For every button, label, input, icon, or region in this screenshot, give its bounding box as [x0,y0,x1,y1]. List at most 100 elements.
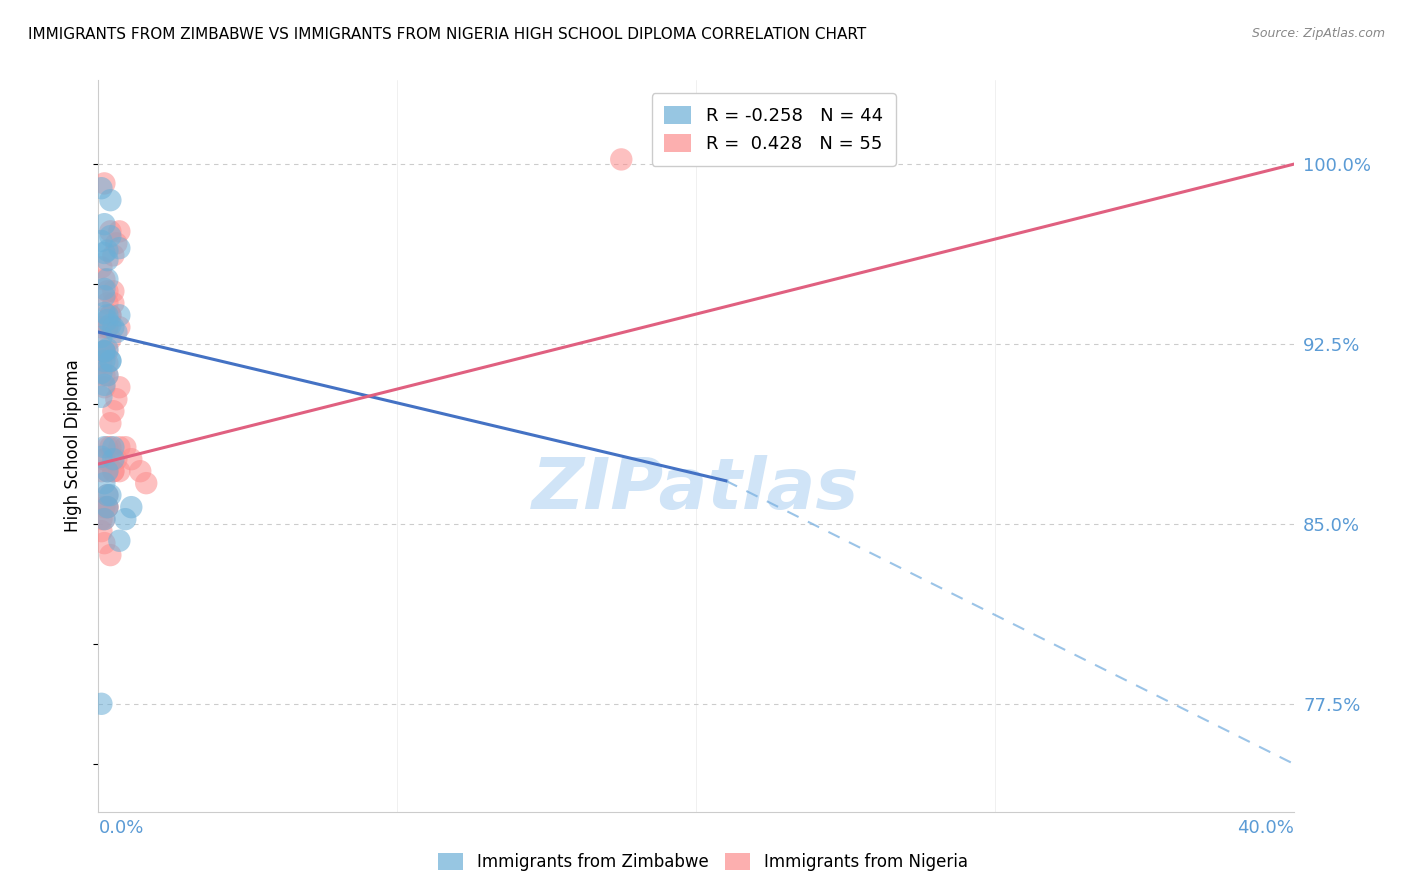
Point [129,464,152,478]
Point [96,342,118,356]
Point [90,260,112,275]
Point [98,224,122,238]
Point [93,344,115,359]
Point [93,368,115,383]
Point [98,440,122,454]
Legend: R = -0.258   N = 44, R =  0.428   N = 55: R = -0.258 N = 44, R = 0.428 N = 55 [652,93,896,166]
Point [93,377,115,392]
Point [103,452,125,467]
Point [90,234,112,248]
Point [96,253,118,268]
Point [96,440,118,454]
Point [93,452,115,467]
Point [103,296,125,310]
Point [96,368,118,383]
Point [103,320,125,334]
Point [93,452,115,467]
Point [105,325,128,339]
Point [96,488,118,502]
Point [108,464,131,478]
Text: Source: ZipAtlas.com: Source: ZipAtlas.com [1251,27,1385,40]
Point [108,224,131,238]
Point [93,217,115,231]
Point [103,248,125,262]
Point [96,356,118,370]
Point [96,500,118,515]
Point [103,464,125,478]
Point [93,344,115,359]
Point [96,320,118,334]
Point [93,282,115,296]
Point [108,241,131,255]
Point [90,524,112,538]
Point [98,488,122,502]
Point [96,500,118,515]
Point [120,500,142,515]
Point [105,452,128,467]
Point [98,318,122,332]
Text: IMMIGRANTS FROM ZIMBABWE VS IMMIGRANTS FROM NIGERIA HIGH SCHOOL DIPLOMA CORRELAT: IMMIGRANTS FROM ZIMBABWE VS IMMIGRANTS F… [28,27,866,42]
Point [93,500,115,515]
Point [96,344,118,359]
Point [98,354,122,368]
Point [96,368,118,383]
Point [90,464,112,478]
Point [98,308,122,322]
Point [90,330,112,344]
Point [98,308,122,322]
Text: 40.0%: 40.0% [1237,819,1294,837]
Point [120,452,142,467]
Point [103,464,125,478]
Point [93,440,115,454]
Point [93,476,115,491]
Legend: Immigrants from Zimbabwe, Immigrants from Nigeria: Immigrants from Zimbabwe, Immigrants fro… [430,845,976,880]
Point [96,244,118,258]
Point [103,404,125,418]
Point [98,193,122,207]
Point [610,153,633,167]
Point [108,533,131,548]
Point [98,332,122,346]
Point [93,177,115,191]
Point [93,512,115,526]
Point [90,697,112,711]
Point [135,476,157,491]
Point [98,229,122,244]
Point [90,512,112,526]
Point [93,246,115,260]
Point [93,344,115,359]
Point [90,390,112,404]
Point [96,308,118,322]
Point [103,440,125,454]
Text: 0.0%: 0.0% [98,819,143,837]
Point [96,464,118,478]
Point [98,354,122,368]
Point [96,296,118,310]
Point [90,366,112,380]
Point [96,464,118,478]
Point [105,236,128,251]
Point [93,344,115,359]
Point [96,500,118,515]
Point [90,356,112,370]
Point [108,308,131,322]
Point [103,285,125,299]
Y-axis label: High School Diploma: High School Diploma [65,359,83,533]
Point [98,548,122,562]
Point [93,306,115,320]
Point [96,272,118,286]
Point [114,440,136,454]
Point [90,450,112,464]
Point [114,512,136,526]
Point [93,380,115,394]
Point [108,440,131,454]
Point [105,392,128,407]
Point [96,488,118,502]
Point [93,289,115,303]
Point [108,320,131,334]
Point [93,512,115,526]
Point [93,536,115,550]
Point [96,313,118,327]
Point [90,320,112,334]
Point [90,181,112,195]
